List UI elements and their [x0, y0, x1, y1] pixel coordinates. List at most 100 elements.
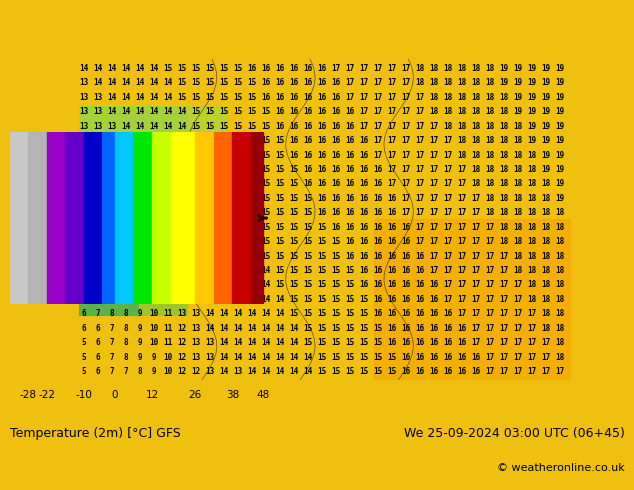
Text: 17: 17: [416, 237, 425, 246]
Text: 15: 15: [332, 309, 341, 318]
Text: 18: 18: [541, 309, 551, 318]
Bar: [28, 132, 47, 304]
Text: 16: 16: [444, 338, 453, 347]
Text: 16: 16: [290, 136, 299, 145]
Text: 16: 16: [458, 338, 467, 347]
Text: 16: 16: [373, 194, 383, 203]
Text: 18: 18: [541, 280, 551, 290]
Text: 15: 15: [191, 78, 201, 87]
Text: 18: 18: [486, 136, 495, 145]
Text: 16: 16: [387, 208, 397, 217]
Text: 12: 12: [178, 324, 187, 333]
Text: 14: 14: [205, 150, 215, 160]
Text: 18: 18: [527, 179, 537, 188]
Text: 18: 18: [541, 324, 551, 333]
Text: 10: 10: [136, 251, 145, 261]
Text: 17: 17: [500, 324, 509, 333]
Text: 17: 17: [359, 122, 369, 131]
Text: 14: 14: [233, 324, 243, 333]
Bar: [47, 132, 65, 304]
Text: 18: 18: [555, 237, 565, 246]
Text: 14: 14: [136, 136, 145, 145]
Text: 19: 19: [555, 165, 565, 174]
Text: 15: 15: [276, 280, 285, 290]
Text: 14: 14: [233, 222, 243, 232]
Text: 17: 17: [458, 266, 467, 275]
Text: 16: 16: [373, 165, 383, 174]
Text: 15: 15: [359, 324, 369, 333]
Text: 15: 15: [262, 165, 271, 174]
Text: 16: 16: [276, 107, 285, 116]
Text: 11: 11: [79, 179, 89, 188]
Text: 18: 18: [527, 222, 537, 232]
Text: 18: 18: [444, 107, 453, 116]
Text: 16: 16: [332, 208, 341, 217]
Text: 14: 14: [248, 367, 257, 376]
Text: 17: 17: [359, 107, 369, 116]
Text: 12: 12: [145, 390, 158, 399]
Text: 16: 16: [318, 179, 327, 188]
Text: 14: 14: [191, 266, 201, 275]
Text: 15: 15: [248, 93, 257, 102]
Text: 17: 17: [486, 338, 495, 347]
Text: 17: 17: [444, 194, 453, 203]
Text: 17: 17: [527, 324, 537, 333]
Text: 17: 17: [541, 353, 551, 362]
Text: 15: 15: [276, 165, 285, 174]
Text: 16: 16: [332, 78, 341, 87]
Text: 14: 14: [248, 266, 257, 275]
Text: 18: 18: [430, 93, 439, 102]
Text: 17: 17: [458, 165, 467, 174]
Text: 19: 19: [514, 107, 523, 116]
Text: 17: 17: [527, 353, 537, 362]
Text: 14: 14: [233, 309, 243, 318]
Text: 18: 18: [527, 165, 537, 174]
Text: 9: 9: [124, 251, 129, 261]
Text: 14: 14: [219, 353, 229, 362]
Text: 17: 17: [472, 295, 481, 304]
Text: 13: 13: [178, 266, 187, 275]
Text: 14: 14: [290, 353, 299, 362]
Text: 11: 11: [164, 338, 173, 347]
Text: 9: 9: [138, 295, 143, 304]
Text: 16: 16: [191, 165, 201, 174]
Text: 16: 16: [416, 324, 425, 333]
Text: 19: 19: [555, 122, 565, 131]
Text: 8: 8: [110, 251, 115, 261]
Text: 16: 16: [458, 367, 467, 376]
Text: 13: 13: [178, 295, 187, 304]
Text: 14: 14: [191, 150, 201, 160]
Text: 9: 9: [124, 280, 129, 290]
Text: 13: 13: [164, 194, 173, 203]
Text: 16: 16: [276, 93, 285, 102]
Text: 13: 13: [191, 324, 201, 333]
Text: 18: 18: [527, 237, 537, 246]
Text: 17: 17: [458, 222, 467, 232]
Text: 13: 13: [79, 93, 89, 102]
Text: 16: 16: [387, 309, 397, 318]
Text: 15: 15: [262, 208, 271, 217]
Text: 18: 18: [486, 165, 495, 174]
Text: 14: 14: [262, 367, 271, 376]
Text: 17: 17: [430, 251, 439, 261]
Text: 19: 19: [541, 78, 551, 87]
Text: 17: 17: [401, 107, 411, 116]
Text: 13: 13: [79, 150, 89, 160]
Text: 16: 16: [205, 165, 215, 174]
Text: 17: 17: [373, 150, 383, 160]
Text: 15: 15: [332, 280, 341, 290]
Text: 6: 6: [96, 367, 100, 376]
Text: 13: 13: [79, 78, 89, 87]
Text: 16: 16: [373, 208, 383, 217]
Text: 11: 11: [164, 280, 173, 290]
Text: 7: 7: [96, 295, 100, 304]
Text: © weatheronline.co.uk: © weatheronline.co.uk: [497, 463, 624, 473]
Text: 14: 14: [150, 78, 158, 87]
Text: 16: 16: [318, 93, 327, 102]
Text: 17: 17: [541, 338, 551, 347]
Text: 16: 16: [304, 107, 313, 116]
Text: 15: 15: [318, 324, 327, 333]
Text: 16: 16: [304, 136, 313, 145]
Text: 14: 14: [136, 64, 145, 73]
Text: 17: 17: [416, 222, 425, 232]
